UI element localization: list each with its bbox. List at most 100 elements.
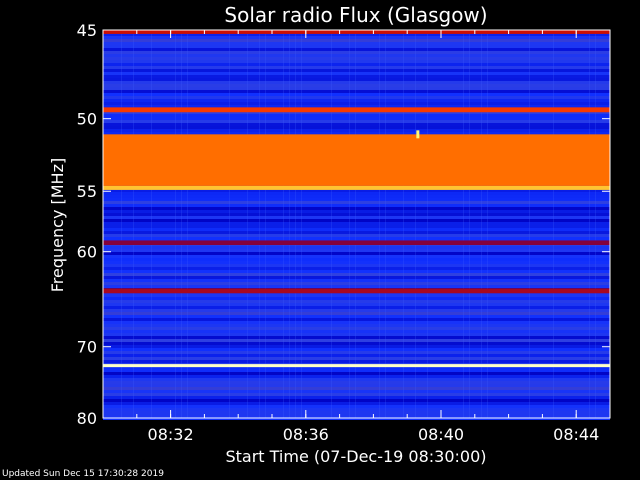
background-row: [103, 72, 610, 75]
speckle-column: [331, 30, 332, 418]
y-axis: 45 50 55 60 70 80: [77, 21, 610, 428]
background-row: [103, 78, 610, 81]
speckle-column: [121, 30, 122, 418]
background-row: [103, 51, 610, 54]
speckle-column: [355, 30, 356, 418]
background-row: [103, 204, 610, 207]
background-row: [103, 330, 610, 333]
background-row: [103, 372, 610, 375]
background-row: [103, 339, 610, 342]
background-row: [103, 81, 610, 84]
background-row: [103, 198, 610, 201]
background-row: [103, 63, 610, 66]
y-tick-label: 70: [77, 338, 97, 357]
background-row: [103, 405, 610, 408]
emission-band: [103, 134, 610, 186]
background-row: [103, 357, 610, 360]
speckle-column: [349, 30, 350, 418]
emission-bands: [103, 30, 610, 368]
background-row: [103, 303, 610, 306]
background-row: [103, 267, 610, 270]
background-row: [103, 342, 610, 345]
background-row: [103, 222, 610, 225]
y-tick-label: 55: [77, 182, 97, 201]
background-row: [103, 90, 610, 93]
speckle-column: [463, 30, 464, 418]
speckle-column: [283, 30, 284, 418]
plot-frame: [102, 29, 611, 419]
speckle-column: [487, 30, 488, 418]
background-row: [103, 105, 610, 108]
background-row: [103, 57, 610, 60]
background-row: [103, 345, 610, 348]
background-row: [103, 123, 610, 126]
background-row: [103, 189, 610, 192]
background-row: [103, 213, 610, 216]
background-row: [103, 120, 610, 123]
background-row: [103, 294, 610, 297]
background-row: [103, 84, 610, 87]
background-row: [103, 132, 610, 135]
y-axis-label: Frequency [MHz]: [48, 158, 67, 292]
background-row: [103, 279, 610, 282]
speckle-column: [403, 30, 404, 418]
background-row: [103, 39, 610, 42]
background-row: [103, 390, 610, 393]
background-row: [103, 129, 610, 132]
background-row: [103, 309, 610, 312]
y-tick-label: 60: [77, 243, 97, 262]
background-row: [103, 378, 610, 381]
background-row: [103, 324, 610, 327]
speckle-column: [175, 30, 176, 418]
background-row: [103, 384, 610, 387]
speckle-column: [595, 30, 596, 418]
background-row: [103, 411, 610, 414]
speckle-column: [265, 30, 266, 418]
background-row: [103, 312, 610, 315]
background-row: [103, 297, 610, 300]
background-row: [103, 402, 610, 405]
x-tick-label: 08:40: [418, 425, 464, 444]
background-row: [103, 369, 610, 372]
background-row: [103, 255, 610, 258]
x-tick-label: 08:44: [553, 425, 599, 444]
y-tick-label: 50: [77, 110, 97, 129]
speckle-column: [229, 30, 230, 418]
background-row: [103, 117, 610, 120]
x-tick-label: 08:36: [283, 425, 329, 444]
background-row: [103, 210, 610, 213]
emission-band: [103, 107, 610, 113]
emission-band: [103, 30, 610, 34]
background-row: [103, 111, 610, 114]
background-row: [103, 96, 610, 99]
background-row: [103, 273, 610, 276]
x-tick-label: 08:32: [148, 425, 194, 444]
background-row: [103, 258, 610, 261]
speckle-column: [247, 30, 248, 418]
speckle-column: [259, 30, 260, 418]
emission-band: [103, 240, 610, 245]
background-row: [103, 387, 610, 390]
background-row: [103, 327, 610, 330]
background-row: [103, 282, 610, 285]
background-row: [103, 321, 610, 324]
y-tick-label: 80: [77, 409, 97, 428]
background-row: [103, 231, 610, 234]
background-row: [103, 306, 610, 309]
background-row: [103, 201, 610, 204]
background-row: [103, 336, 610, 339]
updated-timestamp: Updated Sun Dec 15 17:30:28 2019: [2, 469, 164, 479]
background-row: [103, 246, 610, 249]
plot-area: [102, 29, 611, 420]
speckle-columns: [121, 30, 596, 418]
background-row: [103, 396, 610, 399]
background-row: [103, 66, 610, 69]
background-row: [103, 228, 610, 231]
speckle-column: [415, 30, 416, 418]
background-row: [103, 414, 610, 417]
x-axis-label: Start Time (07-Dec-19 08:30:00): [225, 447, 486, 466]
background-row: [103, 45, 610, 48]
background-row: [103, 207, 610, 210]
background-row: [103, 99, 610, 102]
